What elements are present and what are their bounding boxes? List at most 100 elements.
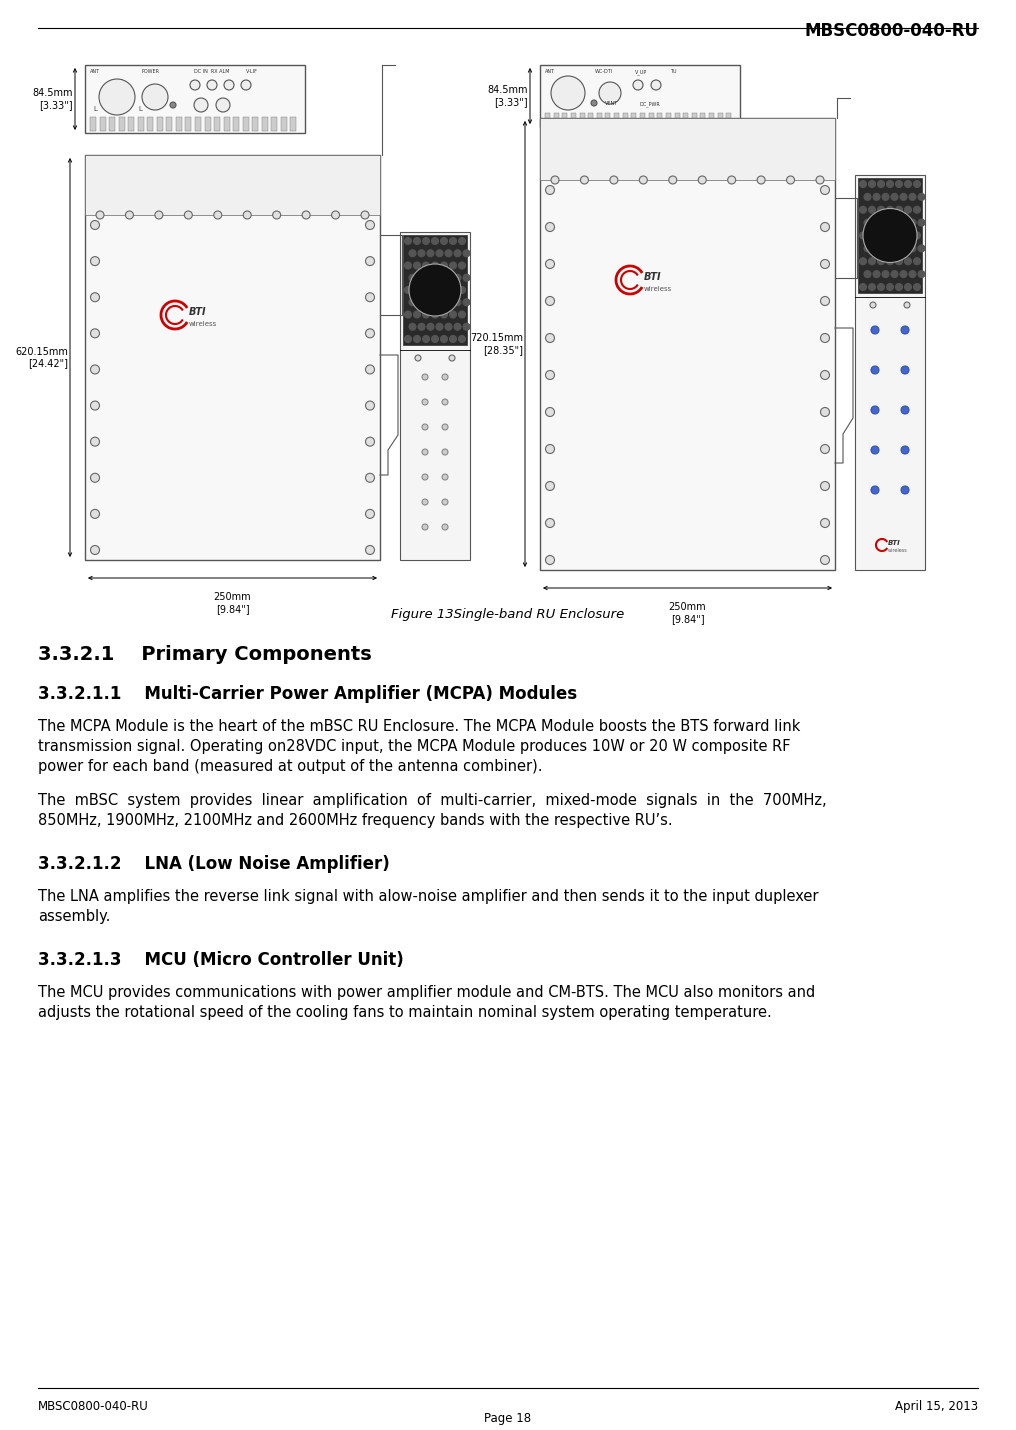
Circle shape (821, 259, 829, 269)
Text: MBSC0800-040-RU: MBSC0800-040-RU (804, 21, 978, 40)
Circle shape (546, 186, 555, 194)
Text: MBSC0800-040-RU: MBSC0800-040-RU (38, 1400, 148, 1413)
Circle shape (546, 519, 555, 528)
Circle shape (442, 523, 448, 531)
Bar (403, 235, 467, 345)
Text: Page 18: Page 18 (485, 1411, 531, 1426)
Circle shape (90, 473, 100, 482)
Circle shape (918, 245, 925, 252)
Circle shape (887, 283, 893, 290)
Circle shape (302, 212, 310, 219)
Text: 850MHz, 1900MHz, 2100MHz and 2600MHz frequency bands with the respective RU’s.: 850MHz, 1900MHz, 2100MHz and 2600MHz fre… (38, 814, 673, 828)
Circle shape (96, 212, 104, 219)
Circle shape (599, 82, 621, 104)
Circle shape (901, 326, 909, 335)
Text: 250mm
[9.84"]: 250mm [9.84"] (669, 602, 706, 623)
Bar (128, 117, 134, 132)
Bar (280, 117, 287, 132)
Circle shape (427, 323, 434, 330)
Circle shape (821, 296, 829, 306)
Circle shape (918, 193, 925, 200)
Circle shape (546, 445, 555, 453)
Circle shape (441, 310, 447, 317)
Circle shape (821, 370, 829, 379)
Circle shape (409, 323, 416, 330)
Circle shape (871, 326, 879, 335)
Circle shape (870, 302, 876, 307)
Circle shape (366, 293, 375, 302)
Circle shape (901, 446, 909, 453)
Bar (85, 154, 380, 561)
Bar (571, 113, 576, 124)
Text: DC_PWR: DC_PWR (640, 102, 660, 107)
Circle shape (882, 193, 889, 200)
Circle shape (361, 212, 369, 219)
Circle shape (436, 323, 443, 330)
Circle shape (546, 296, 555, 306)
Circle shape (901, 366, 909, 375)
Bar (85, 64, 305, 133)
Circle shape (895, 206, 902, 213)
Bar (539, 64, 740, 127)
Circle shape (90, 400, 100, 410)
Circle shape (409, 275, 416, 282)
Bar (291, 117, 297, 132)
Text: power for each band (measured at output of the antenna combiner).: power for each band (measured at output … (38, 759, 543, 774)
Circle shape (243, 212, 251, 219)
Bar (640, 113, 645, 124)
Circle shape (442, 399, 448, 405)
Circle shape (442, 375, 448, 380)
Circle shape (909, 245, 916, 252)
Circle shape (863, 209, 917, 263)
Circle shape (913, 206, 920, 213)
Text: ANT: ANT (90, 69, 101, 74)
Bar (614, 113, 619, 124)
Text: 720.15mm
[28.35"]: 720.15mm [28.35"] (470, 333, 523, 355)
Circle shape (458, 310, 465, 317)
Circle shape (639, 176, 647, 184)
Circle shape (895, 283, 902, 290)
Circle shape (873, 219, 880, 226)
Bar (631, 113, 636, 124)
Bar (657, 113, 662, 124)
Circle shape (190, 80, 200, 90)
Circle shape (591, 100, 597, 106)
Text: 3.3.2.1    Primary Components: 3.3.2.1 Primary Components (38, 645, 372, 664)
Circle shape (860, 206, 867, 213)
Text: transmission signal. Operating on28VDC input, the MCPA Module produces 10W or 20: transmission signal. Operating on28VDC i… (38, 739, 790, 754)
Circle shape (436, 250, 443, 257)
Text: VENT: VENT (605, 102, 619, 106)
Circle shape (878, 232, 885, 239)
Bar (579, 113, 584, 124)
Circle shape (418, 275, 425, 282)
Circle shape (786, 176, 795, 184)
Circle shape (909, 193, 916, 200)
Circle shape (904, 283, 911, 290)
Circle shape (864, 219, 871, 226)
Circle shape (891, 219, 898, 226)
Circle shape (580, 176, 588, 184)
Text: POWER: POWER (142, 69, 160, 74)
Circle shape (909, 270, 916, 277)
Circle shape (423, 237, 430, 245)
Circle shape (422, 473, 428, 480)
Circle shape (546, 370, 555, 379)
Circle shape (331, 212, 339, 219)
Circle shape (913, 257, 920, 265)
Circle shape (404, 310, 411, 317)
Circle shape (878, 283, 885, 290)
Circle shape (864, 245, 871, 252)
Bar (234, 117, 239, 132)
Circle shape (901, 406, 909, 415)
Circle shape (463, 250, 470, 257)
Text: 3.3.2.1.3    MCU (Micro Controller Unit): 3.3.2.1.3 MCU (Micro Controller Unit) (38, 951, 403, 970)
Circle shape (698, 176, 706, 184)
Circle shape (895, 257, 902, 265)
Circle shape (873, 193, 880, 200)
Circle shape (454, 299, 461, 306)
Circle shape (887, 180, 893, 187)
Bar (539, 119, 835, 571)
Circle shape (441, 237, 447, 245)
Circle shape (900, 245, 907, 252)
Circle shape (90, 365, 100, 373)
